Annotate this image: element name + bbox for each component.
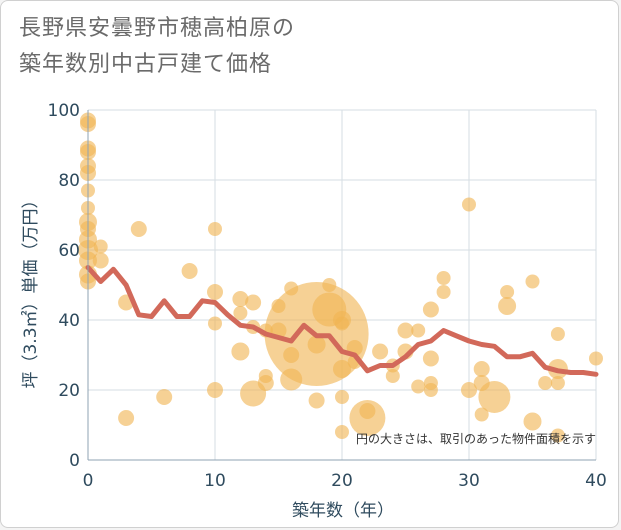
data-bubble bbox=[258, 369, 273, 383]
data-bubble bbox=[550, 327, 565, 341]
data-bubble bbox=[397, 322, 414, 339]
grid-lines bbox=[87, 109, 597, 461]
data-bubble bbox=[589, 351, 603, 366]
chart-title: 長野県安曇野市穂高柏原の 築年数別中古戸建て価格 bbox=[19, 11, 295, 83]
data-bubble bbox=[93, 239, 108, 254]
data-bubble bbox=[156, 389, 173, 405]
data-bubble bbox=[423, 383, 438, 397]
data-bubble bbox=[436, 271, 451, 285]
x-tick-label: 40 bbox=[585, 471, 607, 491]
data-bubble bbox=[284, 281, 299, 296]
trend-line-group bbox=[85, 265, 599, 377]
data-bubble bbox=[411, 379, 426, 394]
data-bubble bbox=[280, 368, 303, 391]
data-bubble bbox=[538, 376, 553, 390]
bubble-size-note: 円の大きさは、取引のあった物件面積を示す bbox=[356, 431, 596, 446]
data-bubble bbox=[474, 407, 489, 422]
data-bubble bbox=[473, 375, 490, 391]
trend-line bbox=[85, 265, 599, 377]
x-tick-label: 20 bbox=[331, 471, 353, 491]
data-bubble bbox=[422, 350, 439, 367]
y-tick-label: 100 bbox=[48, 101, 80, 121]
data-bubble bbox=[130, 221, 147, 237]
data-bubble bbox=[473, 361, 490, 377]
y-tick-label: 0 bbox=[69, 451, 80, 471]
data-bubble bbox=[245, 294, 262, 311]
data-bubble bbox=[525, 274, 540, 289]
y-tick-label: 80 bbox=[58, 171, 80, 191]
data-bubble bbox=[359, 403, 376, 419]
data-bubble bbox=[523, 412, 542, 431]
data-bubble bbox=[231, 342, 250, 361]
data-bubble bbox=[372, 343, 389, 360]
data-bubble bbox=[208, 222, 222, 236]
data-bubble bbox=[207, 284, 223, 300]
data-bubble bbox=[181, 263, 198, 279]
data-bubble bbox=[436, 285, 451, 299]
data-bubble bbox=[322, 278, 337, 292]
y-tick-label: 20 bbox=[58, 381, 80, 401]
data-bubble bbox=[233, 306, 248, 320]
data-bubble bbox=[92, 252, 109, 269]
data-bubble bbox=[335, 390, 349, 404]
data-bubble bbox=[208, 316, 222, 331]
data-bubble bbox=[461, 382, 477, 398]
data-bubble bbox=[422, 301, 439, 318]
data-bubble bbox=[550, 428, 565, 443]
x-axis-title: 築年数（年） bbox=[292, 501, 394, 521]
data-bubble bbox=[498, 297, 517, 315]
data-bubble bbox=[207, 382, 223, 398]
data-bubble bbox=[462, 197, 476, 212]
y-tick-label: 60 bbox=[58, 241, 80, 261]
data-bubble bbox=[271, 299, 286, 313]
data-bubble bbox=[308, 392, 325, 409]
x-tick-label: 0 bbox=[83, 471, 94, 491]
chart-title-line-2: 築年数別中古戸建て価格 bbox=[19, 52, 273, 77]
data-bubble bbox=[333, 360, 351, 378]
x-tick-label: 30 bbox=[458, 471, 480, 491]
axes: 0 10 20 30 40 0 20 40 60 80 100 bbox=[48, 101, 607, 491]
data-bubble bbox=[118, 410, 135, 426]
x-tick-label: 10 bbox=[204, 471, 226, 491]
data-bubble bbox=[335, 316, 349, 331]
chart-title-line-1: 長野県安曇野市穂高柏原の bbox=[19, 16, 296, 41]
data-bubble bbox=[283, 347, 300, 363]
data-bubble bbox=[335, 425, 349, 439]
bubbles bbox=[78, 112, 603, 443]
y-axis-title: 坪（3.3㎡）単価（万円） bbox=[21, 191, 41, 388]
data-bubble bbox=[550, 376, 565, 390]
data-bubble bbox=[500, 285, 515, 299]
data-bubble bbox=[232, 291, 249, 307]
data-bubble bbox=[411, 323, 426, 338]
data-bubble bbox=[385, 369, 400, 383]
y-tick-label: 40 bbox=[58, 311, 80, 331]
data-bubble bbox=[307, 335, 326, 354]
